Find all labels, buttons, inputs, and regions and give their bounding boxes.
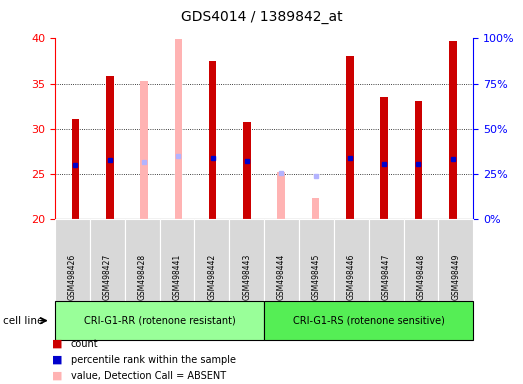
Bar xyxy=(175,39,182,219)
Bar xyxy=(106,76,113,219)
Text: cell line: cell line xyxy=(3,316,43,326)
Bar xyxy=(346,56,354,219)
Text: GSM498447: GSM498447 xyxy=(382,253,391,300)
Text: GDS4014 / 1389842_at: GDS4014 / 1389842_at xyxy=(180,10,343,23)
Text: ■: ■ xyxy=(52,339,63,349)
Bar xyxy=(72,119,79,219)
Text: ■: ■ xyxy=(52,371,63,381)
Bar xyxy=(278,172,285,219)
Bar xyxy=(449,41,457,219)
Bar xyxy=(243,122,251,219)
Text: GSM498446: GSM498446 xyxy=(347,253,356,300)
Text: value, Detection Call = ABSENT: value, Detection Call = ABSENT xyxy=(71,371,226,381)
Text: ■: ■ xyxy=(52,355,63,365)
Text: CRI-G1-RR (rotenone resistant): CRI-G1-RR (rotenone resistant) xyxy=(84,316,235,326)
Text: GSM498445: GSM498445 xyxy=(312,253,321,300)
Text: GSM498448: GSM498448 xyxy=(416,253,426,300)
Text: CRI-G1-RS (rotenone sensitive): CRI-G1-RS (rotenone sensitive) xyxy=(293,316,445,326)
Text: GSM498443: GSM498443 xyxy=(242,253,251,300)
Text: GSM498442: GSM498442 xyxy=(207,253,217,300)
Bar xyxy=(415,101,422,219)
Text: percentile rank within the sample: percentile rank within the sample xyxy=(71,355,235,365)
Text: count: count xyxy=(71,339,98,349)
Bar xyxy=(312,198,320,219)
Text: GSM498428: GSM498428 xyxy=(138,253,146,300)
Text: GSM498426: GSM498426 xyxy=(68,253,77,300)
Text: GSM498427: GSM498427 xyxy=(103,253,112,300)
Bar xyxy=(209,61,217,219)
Text: GSM498441: GSM498441 xyxy=(173,253,181,300)
Bar xyxy=(380,97,388,219)
Text: GSM498449: GSM498449 xyxy=(451,253,460,300)
Bar xyxy=(140,81,148,219)
Text: GSM498444: GSM498444 xyxy=(277,253,286,300)
